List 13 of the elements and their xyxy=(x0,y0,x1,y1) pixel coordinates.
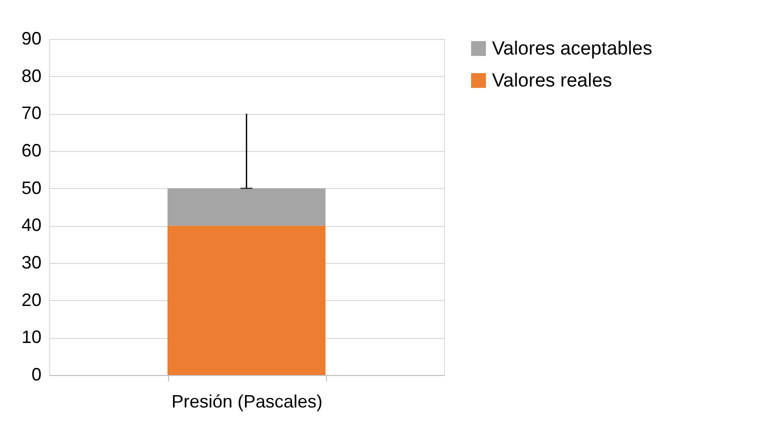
y-tick-label: 80 xyxy=(21,66,42,86)
y-tick-label: 60 xyxy=(21,140,42,160)
y-tick-label: 90 xyxy=(21,28,42,48)
legend-label: Valores reales xyxy=(492,70,612,92)
y-tick-label: 20 xyxy=(21,290,42,310)
y-tick-label: 50 xyxy=(21,178,42,198)
y-tick-label: 0 xyxy=(31,364,42,384)
y-tick-label: 10 xyxy=(21,327,42,348)
legend-label: Valores aceptables xyxy=(492,38,652,60)
y-tick-label: 40 xyxy=(21,215,42,236)
y-tick-label: 30 xyxy=(21,252,42,272)
x-tick-label: Presión (Pascales) xyxy=(171,392,323,412)
y-tick-label: 70 xyxy=(21,103,42,124)
